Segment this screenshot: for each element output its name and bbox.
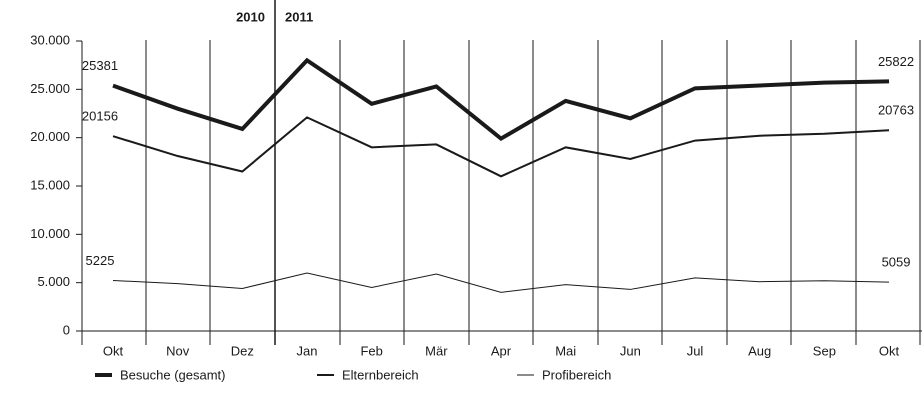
y-tick-label: 10.000 xyxy=(30,226,70,241)
x-tick-label: Apr xyxy=(491,343,512,358)
legend-label: Elternbereich xyxy=(342,367,419,382)
x-tick-label: Jan xyxy=(297,343,318,358)
y-tick-label: 5.000 xyxy=(37,274,70,289)
y-tick-label: 20.000 xyxy=(30,129,70,144)
series-line xyxy=(112,116,890,178)
x-tick-label: Aug xyxy=(748,343,771,358)
x-tick-label: Sep xyxy=(813,343,836,358)
y-tick-label: 25.000 xyxy=(30,81,70,96)
legend-label: Besuche (gesamt) xyxy=(120,367,226,382)
data-label: 5059 xyxy=(882,255,911,270)
annotation: 2011 xyxy=(285,9,313,24)
x-tick-label: Mai xyxy=(555,343,576,358)
y-tick-label: 0 xyxy=(63,322,70,337)
data-label: 25822 xyxy=(878,54,914,69)
y-tick-label: 30.000 xyxy=(30,32,70,47)
x-tick-label: Okt xyxy=(879,343,900,358)
data-label: 20156 xyxy=(82,109,118,124)
x-tick-label: Nov xyxy=(166,343,190,358)
x-tick-label: Mär xyxy=(425,343,448,358)
legend-label: Profibereich xyxy=(542,367,611,382)
x-tick-label: Dez xyxy=(231,343,254,358)
x-tick-label: Jun xyxy=(620,343,641,358)
annotation: 2010 xyxy=(236,9,265,24)
series-line xyxy=(112,57,890,142)
x-tick-label: Feb xyxy=(360,343,382,358)
data-label: 25381 xyxy=(82,58,118,73)
series-line xyxy=(112,272,890,293)
y-tick-label: 15.000 xyxy=(30,177,70,192)
x-tick-label: Jul xyxy=(687,343,704,358)
data-label: 20763 xyxy=(878,103,914,118)
separators xyxy=(81,0,922,345)
x-tick-label: Okt xyxy=(103,343,124,358)
data-label: 5225 xyxy=(86,253,115,268)
